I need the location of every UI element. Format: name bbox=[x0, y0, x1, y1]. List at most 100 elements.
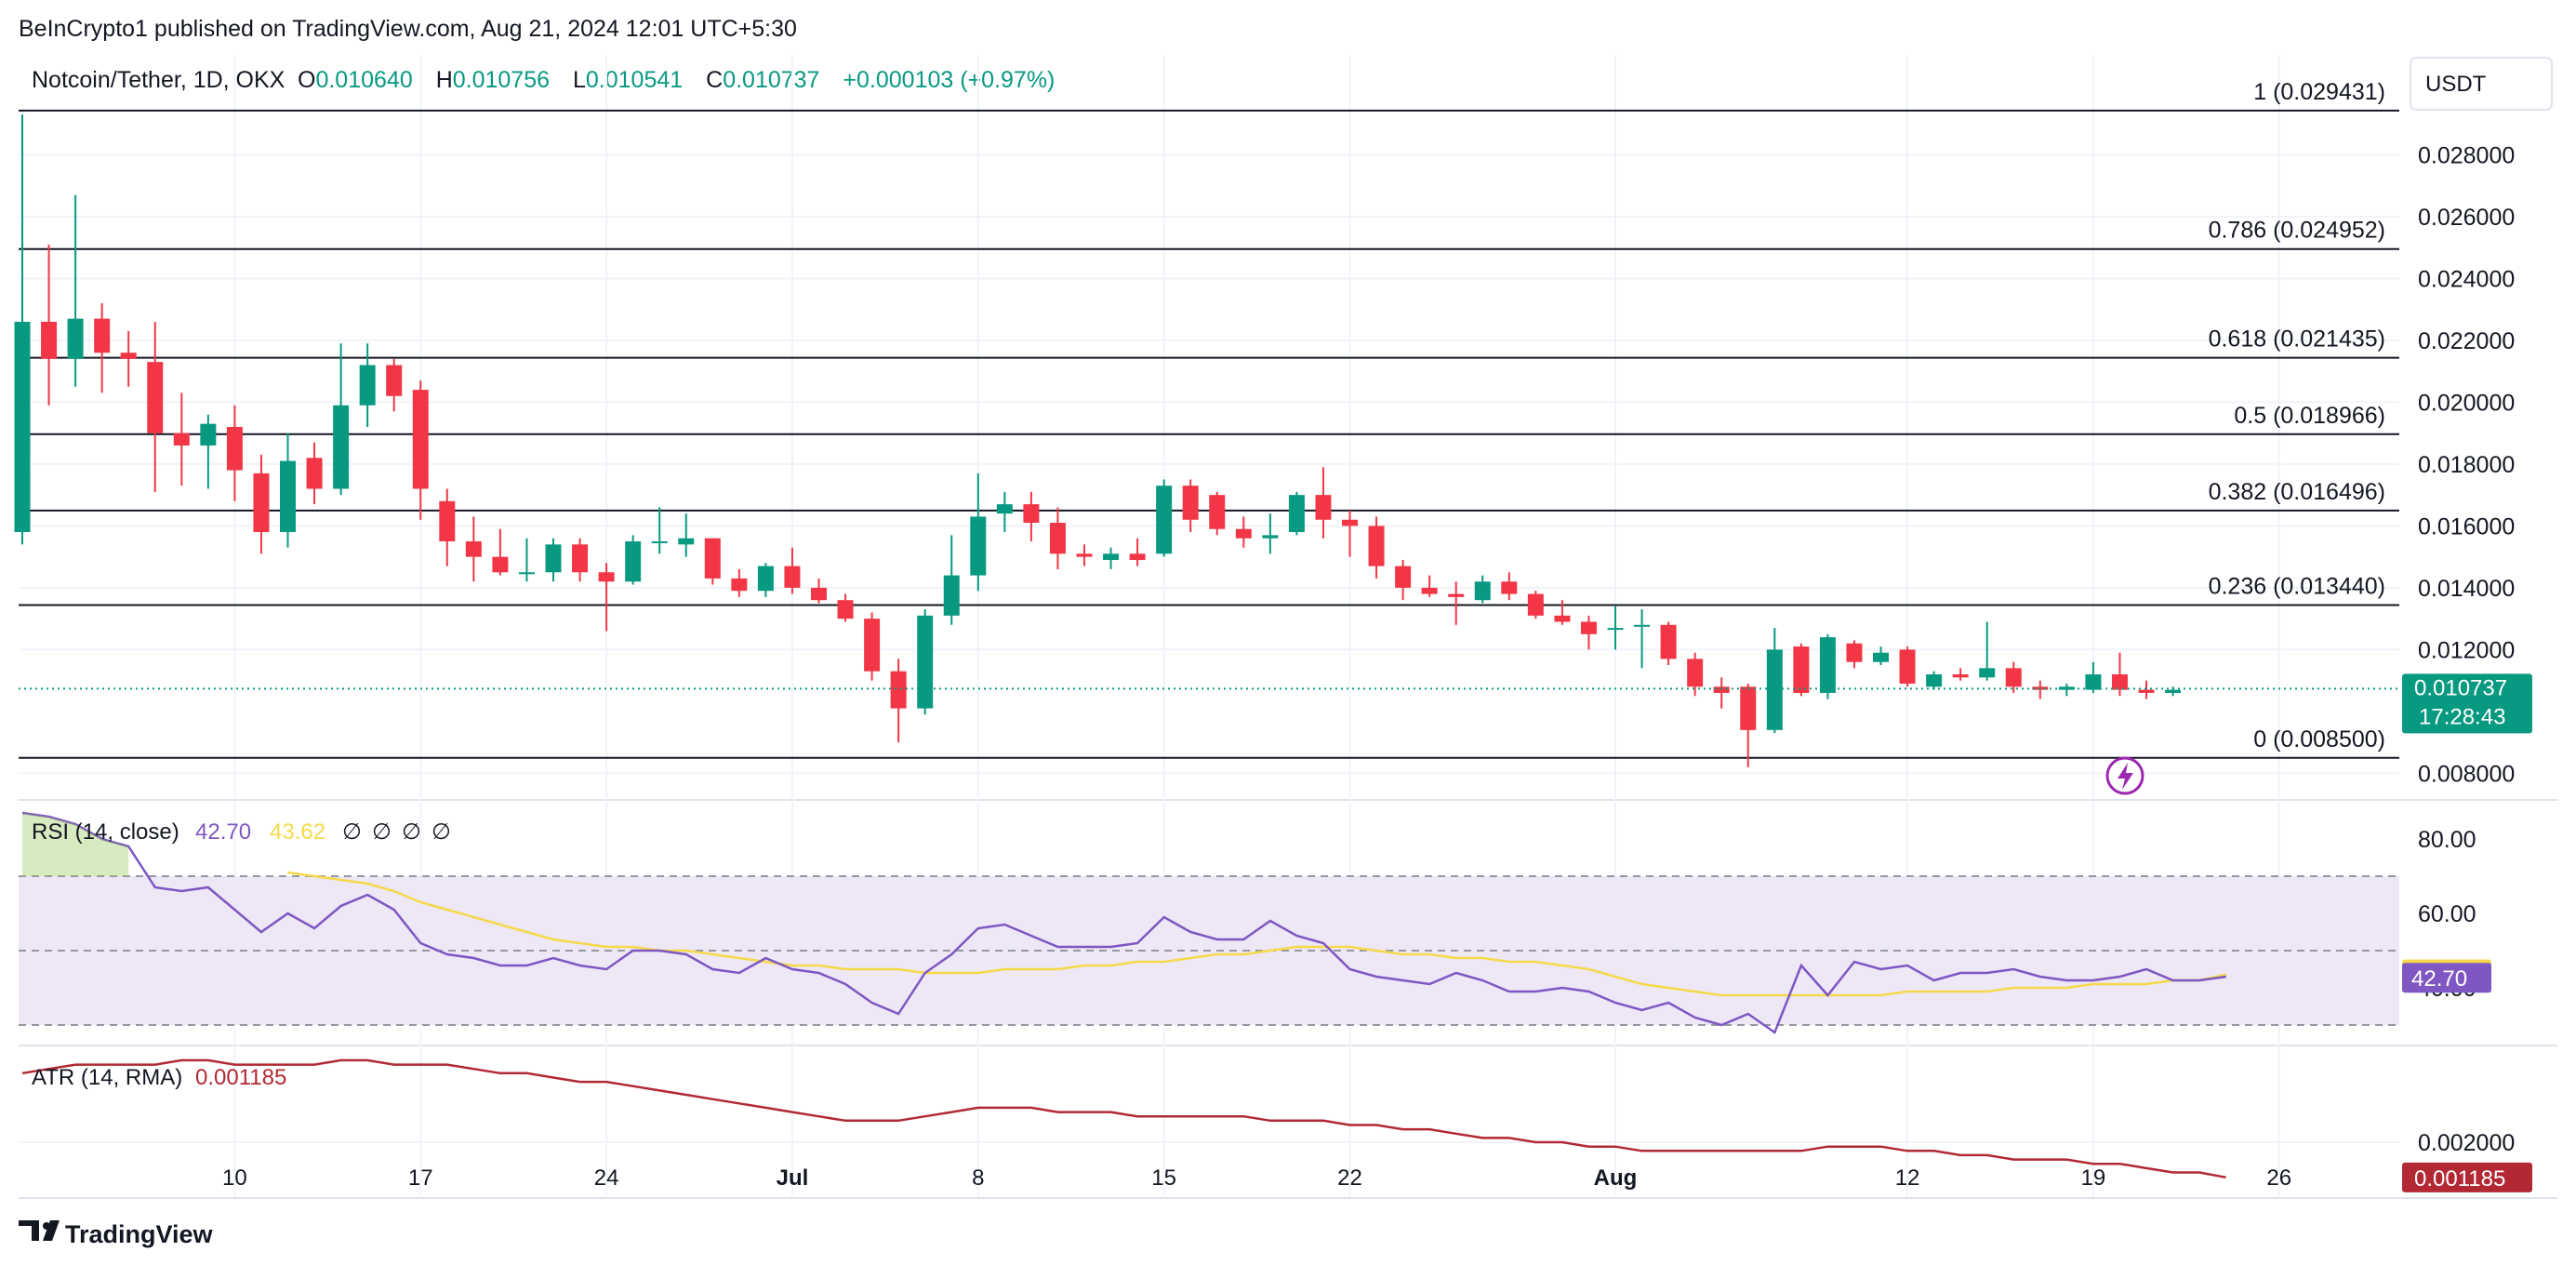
fib-label: 0.786 (0.024952) bbox=[2209, 218, 2385, 244]
candle-body bbox=[147, 362, 164, 433]
time-axis[interactable]: 10 17 24 Jul 8 15 22 Aug 12 19 26 bbox=[222, 1165, 2291, 1191]
candle bbox=[1076, 544, 1093, 566]
time-tick-label[interactable]: 10 bbox=[222, 1165, 247, 1191]
price-tick-label[interactable]: 0.028000 bbox=[2418, 142, 2515, 168]
currency-button-frame[interactable] bbox=[2410, 57, 2553, 111]
candle bbox=[1899, 646, 1916, 687]
rsi-legend: RSI (14, close) 42.70 43.62 ∅ ∅ ∅ ∅ bbox=[32, 819, 451, 845]
candle-body bbox=[1979, 668, 1996, 678]
candle-body bbox=[1660, 624, 1677, 659]
candle-body bbox=[1687, 659, 1704, 687]
candle-body bbox=[94, 318, 111, 353]
candle-body bbox=[2138, 689, 2155, 693]
candle-body bbox=[200, 423, 217, 446]
currency-label[interactable]: USDT bbox=[2425, 72, 2487, 97]
candle-body bbox=[386, 365, 403, 396]
time-tick-label[interactable]: 22 bbox=[1337, 1165, 1362, 1191]
candle-body bbox=[439, 500, 456, 542]
price-tick-label[interactable]: 0.022000 bbox=[2418, 328, 2515, 354]
candle-body bbox=[1873, 652, 1889, 662]
candle-body bbox=[1129, 553, 1146, 560]
candle bbox=[864, 612, 881, 681]
fib-label: 1 (0.029431) bbox=[2253, 79, 2385, 105]
candle-body bbox=[1766, 649, 1783, 730]
lightning-icon[interactable] bbox=[2105, 756, 2144, 795]
bar-countdown: 17:28:43 bbox=[2419, 704, 2505, 729]
published-caption: BeInCrypto1 published on TradingView.com… bbox=[19, 16, 797, 42]
price-tick-label[interactable]: 0.012000 bbox=[2418, 637, 2515, 663]
lightning-icon-bolt[interactable] bbox=[2118, 763, 2133, 790]
candle bbox=[280, 433, 296, 548]
time-tick-label[interactable]: 12 bbox=[1895, 1165, 1920, 1191]
candle-body bbox=[1793, 646, 1810, 693]
tradingview-brand[interactable]: TradingView bbox=[65, 1220, 214, 1248]
candle-body bbox=[811, 587, 827, 601]
candle bbox=[625, 535, 642, 585]
rsi-tick-label[interactable]: 80.00 bbox=[2418, 827, 2476, 853]
price-tick-label[interactable]: 0.024000 bbox=[2418, 266, 2515, 292]
time-tick-label[interactable]: Jul bbox=[777, 1165, 809, 1191]
rsi-title: RSI (14, close) bbox=[32, 819, 179, 845]
atr-tick-label[interactable]: 0.002000 bbox=[2418, 1130, 2515, 1156]
ohlc-values: O0.010640 H0.010756 L0.010541 C0.010737 … bbox=[298, 67, 1055, 93]
currency-button[interactable]: USDT bbox=[2410, 57, 2553, 111]
time-tick-label[interactable]: 15 bbox=[1151, 1165, 1176, 1191]
candle-body bbox=[333, 405, 350, 489]
price-tick-label[interactable]: 0.026000 bbox=[2418, 205, 2515, 231]
rsi-line bbox=[21, 811, 2226, 1034]
candle bbox=[943, 535, 960, 625]
fib-label: 0 (0.008500) bbox=[2253, 726, 2385, 752]
candle bbox=[1713, 677, 1730, 709]
candle bbox=[1979, 621, 1996, 681]
time-tick-label[interactable]: 24 bbox=[594, 1165, 619, 1191]
candle-body bbox=[1554, 615, 1571, 622]
time-tick-label[interactable]: Aug bbox=[1594, 1165, 1638, 1191]
candle bbox=[811, 578, 827, 604]
rsi-lines bbox=[21, 811, 2226, 1034]
candle-body bbox=[1049, 523, 1066, 554]
candle bbox=[757, 563, 774, 597]
atr-title: ATR (14, RMA) bbox=[32, 1065, 182, 1090]
candle-body bbox=[1952, 674, 1969, 678]
candle-body bbox=[1527, 593, 1544, 616]
atr-badge bbox=[2402, 1162, 2532, 1192]
candle bbox=[1793, 643, 1810, 697]
time-tick-label[interactable]: 17 bbox=[408, 1165, 433, 1191]
candle bbox=[1687, 652, 1704, 697]
candle-body bbox=[120, 353, 137, 359]
price-axis[interactable]: 0.008000 0.012000 0.014000 0.016000 0.018000… bbox=[2418, 142, 2515, 1156]
candle-body bbox=[1262, 535, 1279, 539]
candle-body bbox=[890, 671, 907, 709]
time-tick-label[interactable]: 26 bbox=[2266, 1165, 2291, 1191]
tradingview-logo-mark-t[interactable] bbox=[19, 1220, 39, 1241]
candle-body bbox=[359, 365, 376, 406]
candle-body bbox=[943, 575, 960, 616]
candle bbox=[731, 568, 748, 597]
candle bbox=[1182, 479, 1199, 533]
candle bbox=[651, 507, 668, 554]
candle bbox=[1554, 600, 1571, 625]
tradingview-logo[interactable]: TradingView bbox=[19, 1220, 214, 1248]
candle bbox=[837, 593, 854, 622]
price-tick-label[interactable]: 0.008000 bbox=[2418, 761, 2515, 787]
time-tick-label[interactable]: 8 bbox=[972, 1165, 984, 1191]
atr-value: 0.001185 bbox=[195, 1065, 286, 1090]
rsi-tick-label[interactable]: 60.00 bbox=[2418, 901, 2476, 927]
candle bbox=[1156, 479, 1173, 557]
price-tick-label[interactable]: 0.018000 bbox=[2418, 452, 2515, 478]
high-value: 0.010756 bbox=[453, 67, 550, 93]
price-tick-label[interactable]: 0.020000 bbox=[2418, 390, 2515, 416]
tradingview-logo-mark-v[interactable] bbox=[43, 1220, 60, 1241]
price-tick-label[interactable]: 0.016000 bbox=[2418, 513, 2515, 539]
candle bbox=[1235, 516, 1252, 548]
candle-body bbox=[1421, 587, 1438, 594]
candle-body bbox=[1634, 624, 1651, 627]
candle-body bbox=[492, 556, 509, 573]
candle-body bbox=[1580, 621, 1597, 634]
time-tick-label[interactable]: 19 bbox=[2081, 1165, 2106, 1191]
price-tick-label[interactable]: 0.014000 bbox=[2418, 576, 2515, 602]
candle-body bbox=[1288, 495, 1305, 533]
rsi-ma-value: 43.62 bbox=[270, 819, 325, 845]
